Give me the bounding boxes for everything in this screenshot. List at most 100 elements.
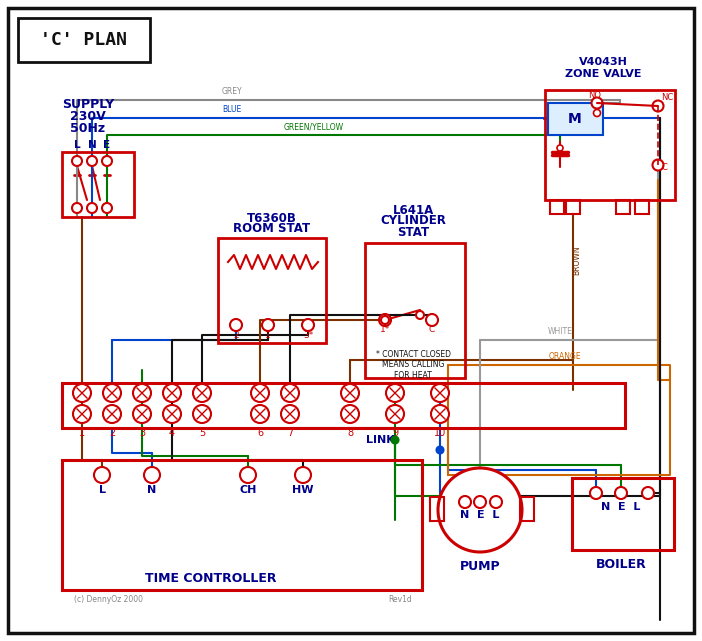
Text: ORANGE: ORANGE: [549, 352, 581, 361]
Circle shape: [490, 496, 502, 508]
Text: 2: 2: [233, 331, 239, 340]
Text: LINK: LINK: [366, 435, 395, 445]
Text: C: C: [661, 163, 667, 172]
Text: N  E  L: N E L: [461, 510, 500, 520]
Circle shape: [593, 110, 600, 117]
Text: L: L: [74, 140, 80, 150]
Bar: [62, 460, 422, 590]
Text: L641A: L641A: [392, 203, 434, 217]
Bar: [430, 497, 444, 521]
Circle shape: [381, 316, 389, 324]
Circle shape: [133, 384, 151, 402]
Circle shape: [103, 384, 121, 402]
Circle shape: [392, 437, 399, 444]
Text: STAT: STAT: [397, 226, 429, 238]
Circle shape: [341, 405, 359, 423]
Bar: [62, 152, 134, 217]
Circle shape: [474, 496, 486, 508]
Text: 'C' PLAN: 'C' PLAN: [41, 31, 128, 49]
Text: CH: CH: [239, 485, 257, 495]
Circle shape: [72, 203, 82, 213]
Circle shape: [144, 467, 160, 483]
Circle shape: [94, 467, 110, 483]
Circle shape: [281, 405, 299, 423]
Circle shape: [103, 405, 121, 423]
Text: NO: NO: [588, 90, 602, 99]
Circle shape: [102, 203, 112, 213]
Circle shape: [426, 314, 438, 326]
Text: V4043H: V4043H: [578, 57, 628, 67]
Text: 10: 10: [434, 428, 446, 438]
Circle shape: [230, 319, 242, 331]
Bar: [218, 238, 326, 343]
Text: 3*: 3*: [303, 331, 313, 340]
Bar: [616, 200, 630, 214]
Bar: [520, 497, 534, 521]
Circle shape: [262, 319, 274, 331]
Circle shape: [87, 203, 97, 213]
Bar: [548, 103, 603, 135]
Text: SUPPLY: SUPPLY: [62, 99, 114, 112]
Circle shape: [615, 487, 627, 499]
Text: 6: 6: [257, 428, 263, 438]
Text: N  E  L: N E L: [602, 502, 641, 512]
Text: N: N: [88, 140, 96, 150]
Circle shape: [386, 405, 404, 423]
Bar: [18, 18, 150, 62]
Text: 5: 5: [199, 428, 205, 438]
Circle shape: [386, 384, 404, 402]
Circle shape: [163, 384, 181, 402]
Text: TIME CONTROLLER: TIME CONTROLLER: [145, 572, 277, 585]
Text: 3: 3: [139, 428, 145, 438]
Text: BOILER: BOILER: [595, 558, 647, 570]
Text: 1*: 1*: [380, 326, 390, 335]
Text: CYLINDER: CYLINDER: [380, 215, 446, 228]
Circle shape: [281, 384, 299, 402]
Text: C: C: [429, 326, 435, 335]
Circle shape: [193, 384, 211, 402]
Bar: [635, 200, 649, 214]
Circle shape: [163, 405, 181, 423]
Text: HW: HW: [292, 485, 314, 495]
Text: (c) DennyOz 2000: (c) DennyOz 2000: [74, 595, 143, 604]
Bar: [572, 478, 674, 550]
Bar: [365, 243, 465, 378]
Circle shape: [341, 384, 359, 402]
Circle shape: [557, 145, 563, 151]
Circle shape: [193, 405, 211, 423]
Text: 9: 9: [392, 428, 398, 438]
Text: T6360B: T6360B: [247, 212, 297, 224]
Bar: [566, 200, 580, 214]
Text: 2: 2: [109, 428, 115, 438]
Text: 8: 8: [347, 428, 353, 438]
Text: L: L: [98, 485, 105, 495]
Circle shape: [240, 467, 256, 483]
Text: 7: 7: [287, 428, 293, 438]
Bar: [545, 90, 675, 200]
Text: 50Hz: 50Hz: [70, 122, 105, 135]
Circle shape: [642, 487, 654, 499]
Circle shape: [416, 311, 424, 319]
Bar: [62, 383, 625, 428]
Text: BROWN: BROWN: [573, 246, 581, 275]
Text: ZONE VALVE: ZONE VALVE: [564, 69, 641, 79]
Text: PUMP: PUMP: [460, 560, 501, 572]
Circle shape: [102, 156, 112, 166]
Circle shape: [73, 384, 91, 402]
Circle shape: [133, 405, 151, 423]
Circle shape: [431, 405, 449, 423]
Text: GREEN/YELLOW: GREEN/YELLOW: [284, 122, 344, 131]
Text: E: E: [103, 140, 110, 150]
Text: M: M: [568, 112, 582, 126]
Circle shape: [251, 405, 269, 423]
Bar: [550, 200, 564, 214]
Text: Rev1d: Rev1d: [388, 595, 412, 604]
Circle shape: [87, 156, 97, 166]
Text: 4: 4: [169, 428, 175, 438]
Circle shape: [431, 384, 449, 402]
Circle shape: [438, 468, 522, 552]
Circle shape: [302, 319, 314, 331]
Circle shape: [437, 447, 444, 453]
Text: NC: NC: [661, 94, 673, 103]
Circle shape: [73, 405, 91, 423]
